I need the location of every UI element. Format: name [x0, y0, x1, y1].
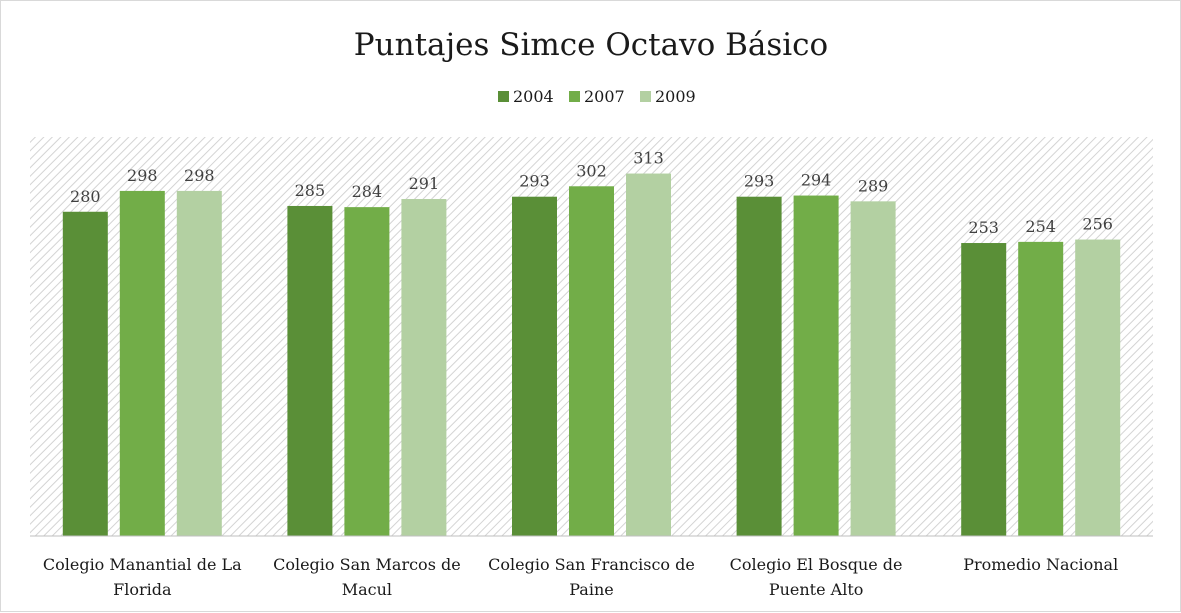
data-labels-group: 280 298 298 285 284 291 293 302 313 293 294 289 253 2… — [70, 149, 1113, 237]
bars-group — [62, 173, 1121, 537]
bar-2004-cat-4 — [736, 196, 782, 536]
data-label-2004-cat-1: 280 — [70, 187, 101, 206]
bar-2009-cat-5 — [1075, 239, 1121, 536]
bar-2009-cat-1 — [176, 190, 222, 536]
bar-2007-cat-5 — [1018, 241, 1064, 537]
data-label-2004-cat-5: 253 — [968, 218, 999, 237]
data-label-2009-cat-2: 291 — [409, 174, 440, 193]
legend-label-2007: 2007 — [584, 87, 625, 106]
bar-2007-cat-3 — [569, 186, 614, 536]
data-label-2009-cat-1: 298 — [184, 166, 215, 185]
category-label-3: Colegio San Francisco de Paine — [488, 555, 695, 599]
legend: 2004 2007 2009 — [498, 87, 696, 106]
legend-label-2009: 2009 — [655, 87, 696, 106]
bar-2007-cat-1 — [119, 190, 165, 536]
data-label-2007-cat-5: 254 — [1025, 217, 1056, 236]
bar-2004-cat-5 — [961, 243, 1007, 536]
category-label-1: Colegio Manantial de La Florida — [43, 555, 242, 599]
data-label-2007-cat-4: 294 — [801, 171, 832, 190]
data-label-2009-cat-5: 256 — [1082, 215, 1113, 234]
data-label-2004-cat-2: 285 — [295, 181, 326, 200]
data-label-2007-cat-1: 298 — [127, 166, 158, 185]
bar-2004-cat-2 — [287, 205, 333, 536]
legend-swatch-2009 — [640, 91, 651, 102]
data-label-2004-cat-4: 293 — [744, 172, 775, 191]
category-label-5: Promedio Nacional — [963, 555, 1118, 574]
category-label-2: Colegio San Marcos de Macul — [273, 555, 461, 599]
category-labels-group: Colegio Manantial de La Florida Colegio Sa… — [43, 555, 1118, 599]
bar-2004-cat-1 — [62, 211, 108, 536]
bar-2004-cat-3 — [512, 196, 557, 536]
data-label-2007-cat-3: 302 — [576, 161, 607, 180]
bar-2007-cat-2 — [344, 207, 390, 537]
legend-label-2004: 2004 — [513, 87, 554, 106]
data-label-2009-cat-3: 313 — [633, 149, 664, 168]
data-label-2009-cat-4: 289 — [858, 176, 889, 195]
data-label-2004-cat-3: 293 — [519, 172, 550, 191]
data-label-2007-cat-2: 284 — [352, 182, 383, 201]
legend-swatch-2004 — [498, 91, 509, 102]
bar-2009-cat-2 — [401, 199, 447, 536]
bar-2009-cat-4 — [850, 201, 896, 536]
category-label-4: Colegio El Bosque de Puente Alto — [730, 555, 903, 599]
chart-title: Puntajes Simce Octavo Básico — [354, 27, 828, 63]
bar-2009-cat-3 — [626, 173, 671, 536]
legend-swatch-2007 — [569, 91, 580, 102]
bar-2007-cat-4 — [793, 195, 839, 536]
